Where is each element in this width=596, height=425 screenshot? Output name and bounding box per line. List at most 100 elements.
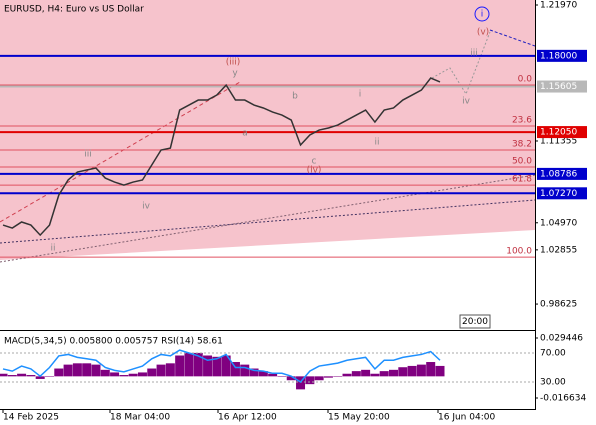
x-tick-label: 14 Feb 2025 <box>3 413 59 423</box>
wave-label: i <box>359 90 362 100</box>
chart-title: EURUSD, H4: Euro vs US Dollar <box>4 5 144 15</box>
indicator-title: MACD(5,34,5) 0.005800 0.005757 RSI(14) 5… <box>4 337 223 347</box>
macd-bar <box>35 376 45 379</box>
macd-bar <box>249 368 259 377</box>
level-label: 1.12050 <box>540 128 577 138</box>
fib-label: 100.0 <box>506 247 532 257</box>
price-line <box>2 77 441 237</box>
macd-bar <box>230 362 240 377</box>
x-tick-label: 16 Jun 04:00 <box>438 413 495 423</box>
macd-bar <box>147 368 157 377</box>
fib-label: 50.0 <box>512 157 532 167</box>
rsi-tick-label: 30.00 <box>540 378 566 388</box>
macd-bar <box>193 352 203 377</box>
wave-label: ii <box>50 244 55 254</box>
macd-bar <box>221 355 231 377</box>
rsi-tick-label: 70.00 <box>540 349 566 359</box>
macd-bar <box>26 375 36 377</box>
macd-bar <box>137 372 147 377</box>
macd-bar <box>0 373 8 377</box>
fib-label: 38.2 <box>512 140 532 150</box>
scale-label: 20:00 <box>462 317 488 327</box>
wave-label: iv <box>462 97 471 107</box>
projection-line <box>489 29 536 47</box>
macd-bar <box>100 369 110 377</box>
macd-bar <box>44 376 54 377</box>
macd-bar <box>175 355 185 377</box>
level-label: 1.15605 <box>540 82 577 92</box>
macd-bar <box>110 372 120 377</box>
macd-bar <box>82 363 92 377</box>
macd-bar <box>240 364 250 377</box>
macd-bar <box>379 371 389 377</box>
wave-label: ii <box>374 138 379 148</box>
wave-label: i <box>481 10 484 20</box>
x-tick-label: 15 May 20:00 <box>328 413 390 423</box>
wave-projection <box>431 31 491 96</box>
macd-bar <box>212 356 222 377</box>
wave-label: (iv) <box>307 166 322 176</box>
macd-bar <box>128 373 138 377</box>
wave-label: iv <box>142 202 151 212</box>
level-label: 1.08786 <box>540 169 577 179</box>
macd-bar <box>389 369 399 377</box>
x-tick-label: 18 Mar 04:00 <box>110 413 170 423</box>
macd-bar <box>91 364 101 377</box>
macd-bar <box>407 365 417 377</box>
shaded-zone <box>0 0 535 260</box>
wave-label: (v) <box>477 28 489 38</box>
channel-line <box>0 81 241 223</box>
macd-bar <box>333 376 343 377</box>
macd-bar <box>54 368 64 377</box>
wave-label: iii <box>470 49 478 59</box>
macd-bar <box>17 373 27 377</box>
macd-bar <box>314 376 324 381</box>
macd-bar <box>203 355 213 377</box>
level-label: 1.07270 <box>540 189 577 199</box>
wave-label: b <box>292 92 298 102</box>
level-label: 1.18000 <box>540 51 577 61</box>
macd-bar <box>426 362 436 377</box>
wave-label: y <box>232 69 238 79</box>
trend-line <box>0 199 536 244</box>
wave-circle <box>474 6 490 22</box>
level-box <box>537 126 587 139</box>
level-box <box>537 49 587 62</box>
wave-label: a <box>242 129 248 139</box>
fib-label: 0.0 <box>518 75 533 85</box>
level-box <box>537 187 587 200</box>
macd-bar <box>277 376 287 377</box>
macd-bar <box>156 364 166 377</box>
macd-bar <box>435 365 445 377</box>
macd-bar <box>184 352 194 377</box>
wave-label: iii <box>84 150 92 160</box>
macd-bar <box>305 376 315 385</box>
y-tick-label: 1.02855 <box>540 245 577 255</box>
macd-bar <box>416 364 426 377</box>
y-tick-label: 1.21970 <box>540 0 577 10</box>
macd-bar <box>323 376 333 378</box>
fib-label: 61.8 <box>512 175 532 185</box>
level-box <box>537 167 587 180</box>
y-tick-label: 1.04970 <box>540 218 577 228</box>
macd-bar <box>7 375 17 377</box>
macd-tick-label: 0.029446 <box>540 334 583 344</box>
macd-bar <box>72 363 82 377</box>
y-tick-label: 1.11355 <box>540 136 577 146</box>
rsi-line <box>2 349 441 383</box>
wave-label: (iii) <box>226 58 241 68</box>
macd-bar <box>286 376 296 381</box>
macd-bar <box>119 375 129 377</box>
wave-label: c <box>312 157 317 167</box>
fib-label: 23.6 <box>512 116 532 126</box>
macd-bar <box>268 373 278 377</box>
macd-bar <box>398 367 408 377</box>
macd-bar <box>351 371 361 377</box>
macd-tick-label: -0.016634 <box>540 394 586 404</box>
macd-bar <box>342 373 352 377</box>
macd-bar <box>63 364 73 377</box>
x-tick-label: 16 Apr 12:00 <box>218 413 277 423</box>
macd-bar <box>258 371 268 377</box>
macd-bar <box>370 373 380 377</box>
